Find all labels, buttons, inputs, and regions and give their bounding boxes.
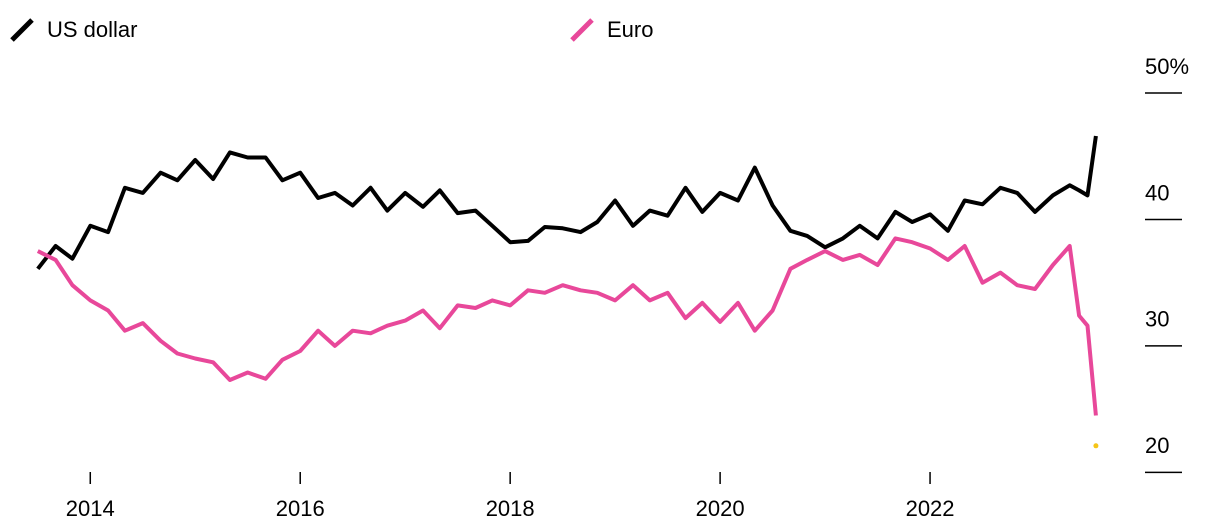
- y-tick-label: 50%: [1145, 54, 1189, 79]
- y-tick-label: 40: [1145, 180, 1169, 205]
- x-tick-label: 2018: [486, 496, 535, 521]
- legend-swatch: [570, 18, 594, 42]
- series-line: [36, 236, 1098, 416]
- legend-label: Euro: [607, 17, 653, 42]
- x-tick-label: 2020: [696, 496, 745, 521]
- x-tick-label: 2022: [906, 496, 955, 521]
- series-line: [36, 135, 1098, 271]
- x-tick-label: 2014: [66, 496, 115, 521]
- y-tick-label: 20: [1145, 433, 1169, 458]
- x-tick-label: 2016: [276, 496, 325, 521]
- point-marker: [1093, 443, 1099, 449]
- legend-swatch: [10, 18, 34, 42]
- y-tick-label: 30: [1145, 307, 1169, 332]
- legend-label: US dollar: [47, 17, 137, 42]
